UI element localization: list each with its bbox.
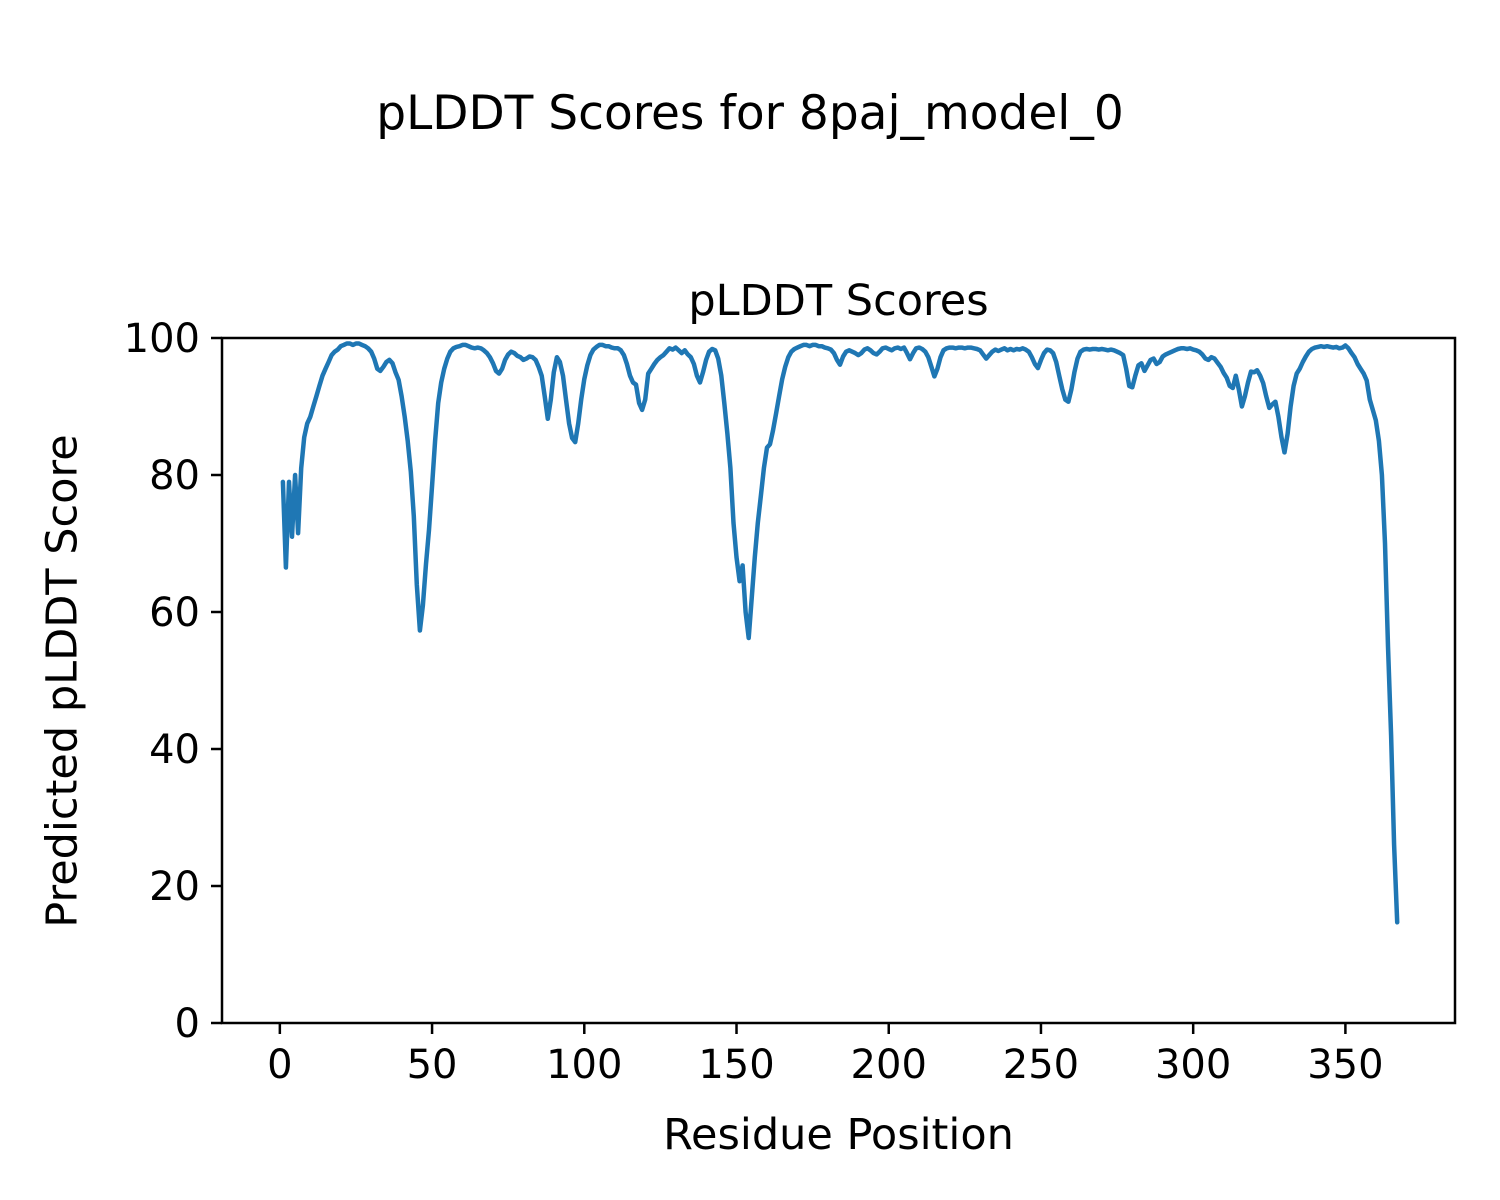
- axes-title: pLDDT Scores: [688, 276, 989, 326]
- y-tick-label: 40: [149, 727, 200, 773]
- x-tick-label: 100: [546, 1042, 622, 1088]
- plot-border: [220, 336, 1457, 1025]
- x-tick-label: 150: [698, 1042, 774, 1088]
- x-tick-label: 200: [851, 1042, 927, 1088]
- y-tick-label: 20: [149, 864, 200, 910]
- plddt-line: [280, 341, 1400, 925]
- y-tick-label: 60: [149, 590, 200, 636]
- y-tick-label: 80: [149, 453, 200, 499]
- y-axis-label-wrap: Predicted pLDDT Score: [28, 338, 98, 1023]
- x-axis-label: Residue Position: [663, 1110, 1014, 1160]
- x-tick-label: 350: [1307, 1042, 1383, 1088]
- y-tick-label: 0: [175, 1001, 200, 1047]
- x-tick-label: 250: [1003, 1042, 1079, 1088]
- x-tick-label: 0: [267, 1042, 292, 1088]
- figure-title: pLDDT Scores for 8paj_model_0: [376, 86, 1124, 141]
- x-tick-label: 50: [407, 1042, 458, 1088]
- y-tick-label: 100: [124, 316, 200, 362]
- y-axis-label: Predicted pLDDT Score: [38, 433, 88, 928]
- x-tick-label: 300: [1155, 1042, 1231, 1088]
